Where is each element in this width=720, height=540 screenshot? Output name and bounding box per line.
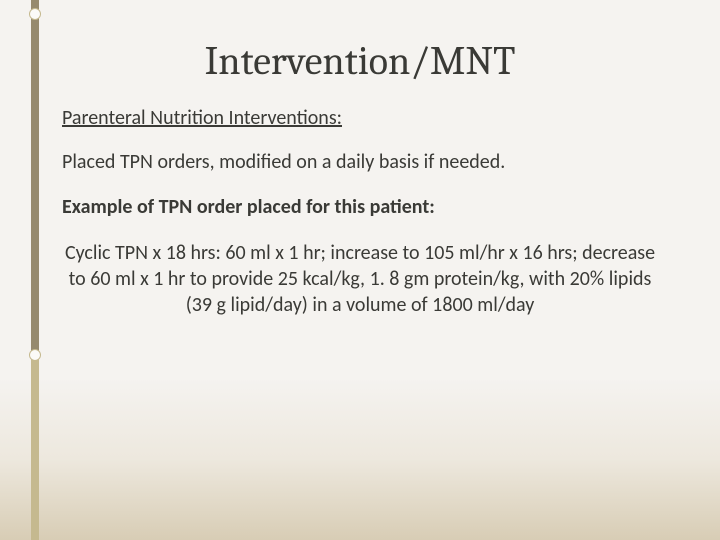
accent-strip	[31, 0, 39, 540]
slide-title: Intervention/MNT	[50, 38, 670, 84]
accent-strip-lower	[31, 355, 39, 540]
body-line: Placed TPN orders, modified on a daily b…	[62, 150, 670, 175]
body-line-bold: Example of TPN order placed for this pat…	[62, 195, 670, 220]
body-paragraph: Cyclic TPN x 18 hrs: 60 ml x 1 hr; incre…	[62, 240, 658, 318]
accent-dot-icon	[29, 8, 41, 20]
slide: Intervention/MNT Parenteral Nutrition In…	[0, 0, 720, 540]
accent-dot-icon	[29, 349, 41, 361]
subheading: Parenteral Nutrition Interventions:	[62, 106, 670, 130]
accent-strip-upper	[31, 0, 39, 355]
